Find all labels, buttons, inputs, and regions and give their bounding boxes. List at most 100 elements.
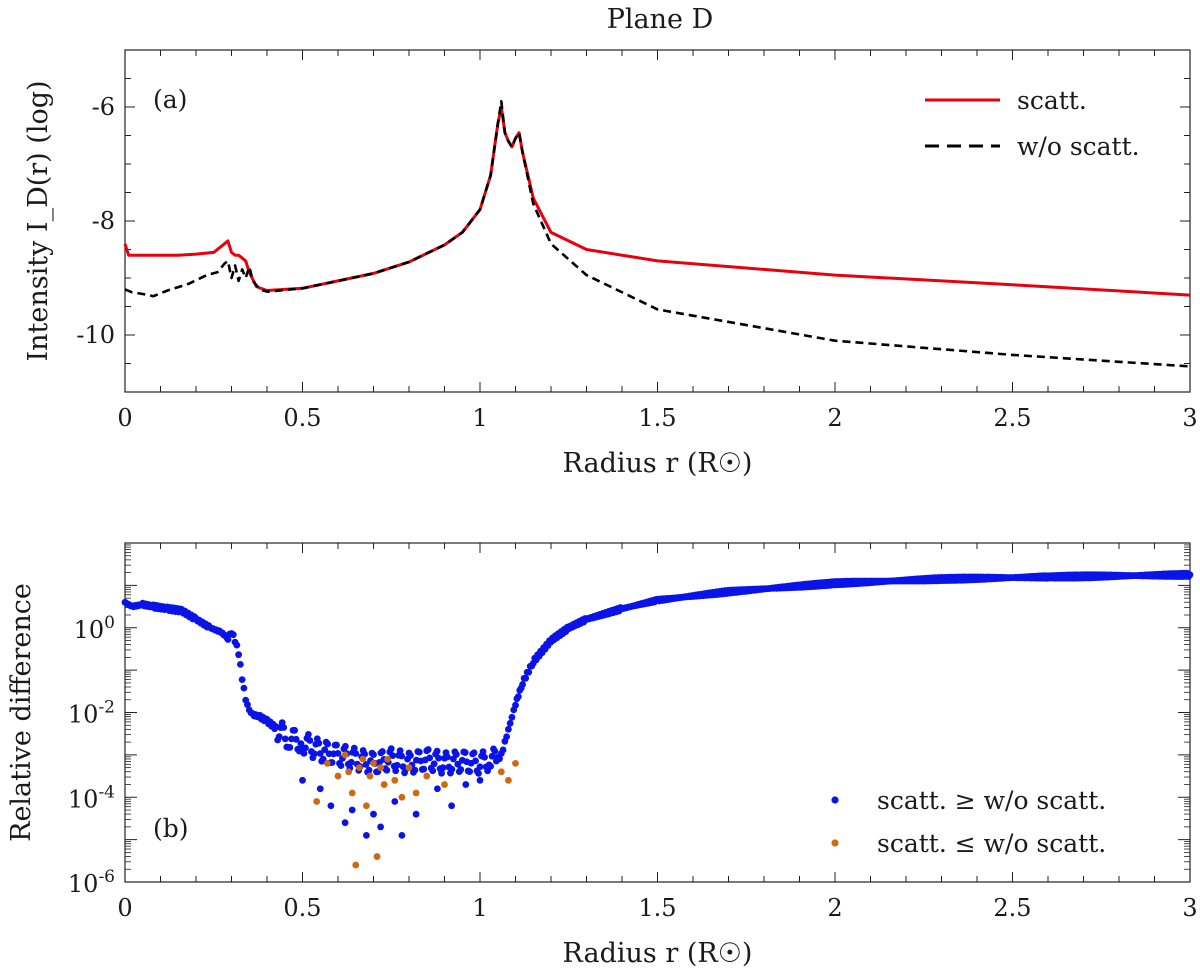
x-tick-label: 3 [1182,404,1197,432]
x-tick-label: 0 [117,404,132,432]
y-tick-label: 10-2 [68,698,115,729]
x-tick-label: 1.5 [638,404,676,432]
series-point-scatt-ge [415,748,423,756]
series-point-scatt-le [359,755,367,763]
series-point-scatt-ge [411,766,419,774]
series-point-scatt-ge [327,802,335,810]
series-point-scatt-ge [466,768,474,776]
series-point-scatt-ge [321,746,329,754]
series-point-scatt-ge [525,668,533,676]
series-point-scatt-ge [334,749,342,757]
x-tick-label: 0 [117,894,132,922]
series-point-scatt-ge [333,741,340,749]
x-tick-label: 0.5 [283,894,321,922]
series-point-scatt-ge [347,758,355,766]
series-point-scatt-le [352,861,360,869]
series-point-scatt-ge [300,749,308,757]
series-point-scatt-ge [391,798,399,805]
series-point-scatt-ge [448,765,456,773]
x-tick-label: 2.5 [993,894,1031,922]
series-point-scatt-ge [496,755,503,763]
series-point-scatt-le [398,793,406,801]
x-tick-label: 2 [827,404,842,432]
series-point-scatt-le [363,802,370,810]
series-point-scatt-ge [461,749,469,756]
series-point-scatt-le [366,772,374,780]
series-point-scatt-ge [481,753,488,761]
y-tick-label: -6 [92,93,115,121]
series-point-scatt-ge [454,760,462,768]
series-point-scatt-ge [306,737,314,744]
series-point-scatt-ge [305,731,312,738]
series-point-scatt-ge [424,746,432,753]
series-point-scatt-ge [475,769,482,777]
x-axis-title: Radius r (R☉) [563,938,753,969]
series-point-scatt-le [512,759,519,767]
series-point-scatt-le [505,776,512,784]
series-point-scatt-le [323,759,331,767]
series-point-scatt-ge [448,802,455,810]
series-point-scatt-ge [503,733,511,741]
y-tick-label: 10-6 [68,867,115,898]
series-point-scatt-le [412,789,420,797]
series-point-scatt-ge [235,651,243,659]
series-point-scatt-ge [462,781,470,788]
series-point-scatt-ge [324,740,332,748]
x-tick-label: 2 [827,894,842,922]
series-point-scatt-ge [506,719,514,727]
legend-label: scatt. [1017,86,1087,115]
series-point-scatt-ge [457,766,465,773]
series-point-scatt-ge [389,752,397,760]
series-point-scatt-le [348,789,356,797]
series-point-scatt-le [405,764,413,771]
series-point-scatt-ge [365,766,373,774]
series-point-scatt-le [370,759,377,767]
series-point-scatt-ge [286,744,294,751]
series-point-scatt-ge [398,752,406,760]
series-point-scatt-ge [508,713,516,721]
series-point-scatt-le [377,764,384,771]
series-point-scatt-ge [224,636,232,643]
series-point-scatt-ge [299,776,306,784]
series-point-scatt-ge [398,831,406,839]
series-point-scatt-ge [1186,571,1194,579]
series-point-scatt-ge [291,726,299,734]
series-point-scatt-ge [319,755,327,763]
series-point-scatt-ge [233,641,241,649]
legend-swatch [831,796,839,804]
series-point-scatt-ge [522,674,530,682]
series-point-scatt-ge [378,748,386,755]
figure-title: Plane D [607,4,714,35]
x-tick-label: 1.5 [638,894,676,922]
panel-label: (a) [153,85,187,114]
series-point-scatt-ge [512,701,519,709]
series-point-scatt-le [345,768,353,776]
series-point-scatt-ge [392,767,400,775]
series-point-scatt-ge [470,749,478,757]
x-tick-label: 0.5 [283,404,321,432]
series-point-scatt-ge [488,752,496,760]
series-point-scatt-ge [348,806,356,814]
series-point-scatt-ge [310,750,318,758]
series-point-scatt-ge [350,744,358,752]
series-point-scatt-ge [499,746,507,754]
series-point-scatt-ge [316,785,324,793]
series-point-scatt-ge [476,776,484,784]
series-point-scatt-le [341,751,349,759]
series-point-scatt-ge [514,693,522,701]
series-point-scatt-ge [377,823,384,831]
series-point-scatt-ge [435,754,442,762]
series-point-scatt-ge [240,684,248,692]
series-point-scatt-ge [433,747,441,755]
series-point-scatt-ge [439,764,447,772]
series-point-scatt-ge [383,766,391,774]
series-point-scatt-ge [236,660,244,668]
series-point-scatt-ge [396,747,404,755]
x-tick-label: 1 [472,404,487,432]
series-point-scatt-ge [315,739,323,747]
series-point-scatt-ge [426,754,434,762]
series-point-scatt-ge [444,753,451,761]
series-point-scatt-ge [452,751,460,758]
series-point-scatt-ge [275,733,283,741]
y-tick-label: 10-4 [68,782,115,813]
